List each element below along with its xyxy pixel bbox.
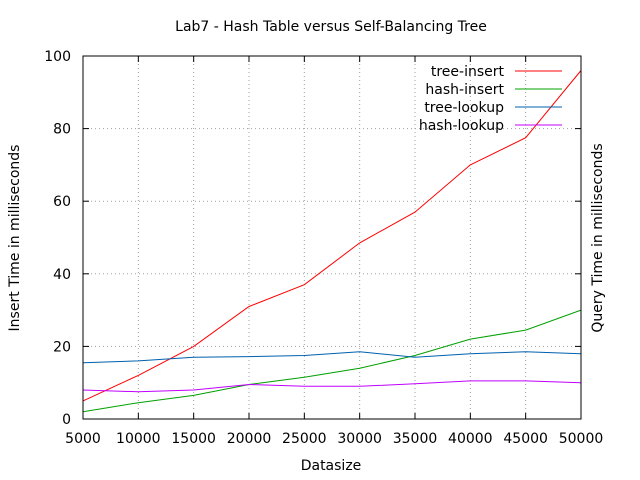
x-tick-label: 45000 <box>503 431 548 447</box>
chart-title: Lab7 - Hash Table versus Self-Balancing … <box>175 19 487 35</box>
legend-label-tree-insert: tree-insert <box>431 64 505 80</box>
series-line-tree-insert <box>82 70 582 402</box>
series-line-tree-lookup <box>82 351 582 364</box>
grid <box>83 56 581 419</box>
x-tick-label: 50000 <box>559 431 604 447</box>
y-tick-label: 80 <box>53 122 71 138</box>
x-axis-label: Datasize <box>301 458 362 474</box>
x-tick-label: 20000 <box>227 431 272 447</box>
legend-label-hash-lookup: hash-lookup <box>419 118 504 134</box>
legend-label-hash-insert: hash-insert <box>425 82 504 98</box>
plot-frame <box>82 55 582 420</box>
y-tick-label: 60 <box>53 194 71 210</box>
x-tick-label: 30000 <box>337 431 382 447</box>
x-tick-label: 10000 <box>116 431 161 447</box>
y2-axis-label: Query Time in milliseconds <box>590 143 606 332</box>
series-line-hash-insert <box>82 309 582 413</box>
y-tick-label: 40 <box>53 267 71 283</box>
x-tick-label: 5000 <box>65 431 101 447</box>
x-tick-label: 40000 <box>448 431 493 447</box>
x-tick-label: 25000 <box>282 431 327 447</box>
legend-label-tree-lookup: tree-lookup <box>424 100 504 116</box>
legend: tree-insert hash-insert tree-lookup hash-lo… <box>419 64 562 134</box>
y-axis-label: Insert Time in milliseconds <box>7 145 23 332</box>
series-line-hash-lookup <box>82 380 582 393</box>
series-layer <box>82 70 582 413</box>
x-tick-label: 35000 <box>393 431 438 447</box>
y-tick-label: 100 <box>44 49 71 65</box>
y-tick-label: 0 <box>62 412 71 428</box>
y-tick-label: 20 <box>53 339 71 355</box>
x-tick-label: 15000 <box>171 431 216 447</box>
ticks: 5000 10000 15000 20000 25000 30000 35000 40000 4… <box>44 49 603 447</box>
